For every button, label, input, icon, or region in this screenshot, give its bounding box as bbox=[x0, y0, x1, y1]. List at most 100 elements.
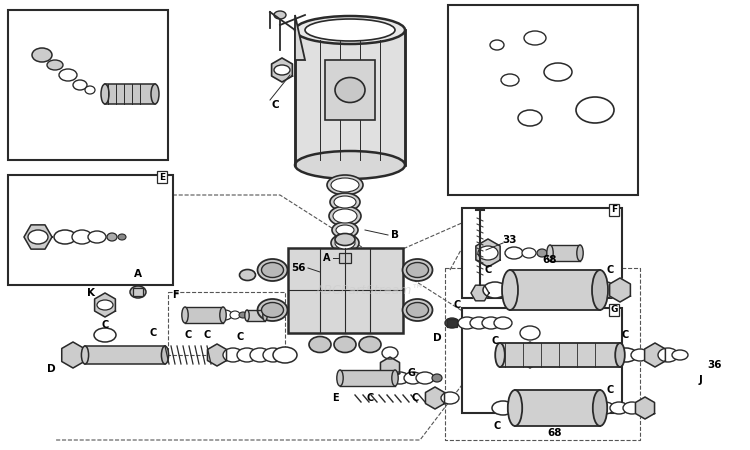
Ellipse shape bbox=[94, 328, 116, 342]
Text: C: C bbox=[606, 265, 613, 275]
Bar bbox=[247, 310, 265, 321]
Ellipse shape bbox=[161, 346, 169, 364]
Ellipse shape bbox=[309, 337, 331, 352]
Text: C: C bbox=[101, 320, 109, 330]
Ellipse shape bbox=[130, 286, 146, 298]
Bar bbox=[462, 208, 622, 298]
Bar bbox=[339, 253, 351, 263]
Text: F: F bbox=[611, 206, 617, 215]
Text: C: C bbox=[621, 330, 628, 340]
Ellipse shape bbox=[490, 40, 504, 50]
Polygon shape bbox=[380, 357, 400, 379]
Text: C: C bbox=[366, 393, 374, 403]
Ellipse shape bbox=[508, 390, 522, 426]
Ellipse shape bbox=[518, 110, 542, 126]
Ellipse shape bbox=[631, 349, 649, 361]
Ellipse shape bbox=[592, 270, 608, 310]
Polygon shape bbox=[94, 293, 116, 317]
Text: 33: 33 bbox=[503, 235, 518, 245]
Ellipse shape bbox=[615, 348, 637, 362]
Text: 68: 68 bbox=[548, 428, 562, 438]
Ellipse shape bbox=[577, 245, 584, 261]
Polygon shape bbox=[519, 342, 542, 368]
Ellipse shape bbox=[257, 299, 287, 321]
Text: E: E bbox=[332, 393, 338, 403]
Text: D: D bbox=[433, 333, 441, 343]
Ellipse shape bbox=[334, 196, 356, 208]
Bar bbox=[462, 308, 622, 413]
Ellipse shape bbox=[218, 310, 232, 320]
Ellipse shape bbox=[495, 343, 505, 367]
Ellipse shape bbox=[522, 248, 536, 258]
Ellipse shape bbox=[336, 251, 354, 265]
Text: D: D bbox=[46, 364, 56, 374]
Ellipse shape bbox=[28, 230, 48, 244]
Ellipse shape bbox=[82, 346, 88, 364]
Ellipse shape bbox=[47, 60, 63, 70]
Polygon shape bbox=[62, 342, 84, 368]
Text: E: E bbox=[159, 172, 165, 181]
Text: C: C bbox=[494, 421, 501, 431]
Ellipse shape bbox=[101, 84, 109, 104]
Ellipse shape bbox=[88, 231, 106, 243]
Ellipse shape bbox=[403, 299, 433, 321]
Ellipse shape bbox=[220, 307, 226, 323]
Ellipse shape bbox=[494, 317, 512, 329]
Bar bbox=[85, 346, 165, 364]
Ellipse shape bbox=[263, 348, 283, 362]
Ellipse shape bbox=[32, 48, 52, 62]
Ellipse shape bbox=[337, 370, 344, 386]
Ellipse shape bbox=[244, 310, 249, 321]
Polygon shape bbox=[208, 344, 226, 366]
Ellipse shape bbox=[520, 326, 540, 340]
Ellipse shape bbox=[85, 86, 95, 94]
Polygon shape bbox=[425, 387, 445, 409]
Ellipse shape bbox=[482, 317, 500, 329]
Bar bbox=[448, 5, 638, 195]
Ellipse shape bbox=[331, 234, 359, 252]
Ellipse shape bbox=[262, 262, 284, 278]
Ellipse shape bbox=[458, 317, 476, 329]
Ellipse shape bbox=[336, 225, 354, 235]
Ellipse shape bbox=[118, 234, 126, 240]
Ellipse shape bbox=[335, 237, 355, 249]
Ellipse shape bbox=[239, 312, 247, 318]
Bar bbox=[295, 30, 405, 165]
Ellipse shape bbox=[223, 348, 243, 362]
Ellipse shape bbox=[406, 302, 428, 318]
Ellipse shape bbox=[416, 372, 434, 384]
Text: 56: 56 bbox=[291, 263, 305, 273]
Ellipse shape bbox=[596, 402, 614, 414]
Ellipse shape bbox=[404, 372, 422, 384]
Ellipse shape bbox=[501, 74, 519, 86]
Ellipse shape bbox=[335, 77, 365, 103]
Ellipse shape bbox=[432, 374, 442, 382]
Text: C: C bbox=[203, 330, 211, 340]
Ellipse shape bbox=[334, 337, 356, 352]
Bar bbox=[325, 60, 375, 120]
Bar bbox=[105, 84, 155, 104]
Text: G: G bbox=[610, 306, 618, 315]
Ellipse shape bbox=[151, 84, 159, 104]
Ellipse shape bbox=[403, 259, 433, 281]
Ellipse shape bbox=[610, 402, 628, 414]
Text: C: C bbox=[149, 328, 157, 338]
Text: G: G bbox=[408, 368, 416, 378]
Ellipse shape bbox=[470, 317, 488, 329]
Polygon shape bbox=[316, 270, 334, 286]
Text: C: C bbox=[484, 265, 492, 275]
Ellipse shape bbox=[273, 347, 297, 363]
Ellipse shape bbox=[658, 348, 678, 362]
Ellipse shape bbox=[237, 348, 257, 362]
Text: B: B bbox=[391, 230, 399, 240]
Ellipse shape bbox=[274, 11, 286, 19]
Ellipse shape bbox=[492, 401, 514, 415]
Ellipse shape bbox=[73, 80, 87, 90]
Ellipse shape bbox=[97, 300, 113, 310]
Ellipse shape bbox=[406, 262, 428, 278]
Ellipse shape bbox=[445, 318, 459, 328]
Polygon shape bbox=[471, 285, 489, 301]
Text: C: C bbox=[411, 393, 419, 403]
Ellipse shape bbox=[576, 97, 614, 123]
Polygon shape bbox=[635, 397, 655, 419]
